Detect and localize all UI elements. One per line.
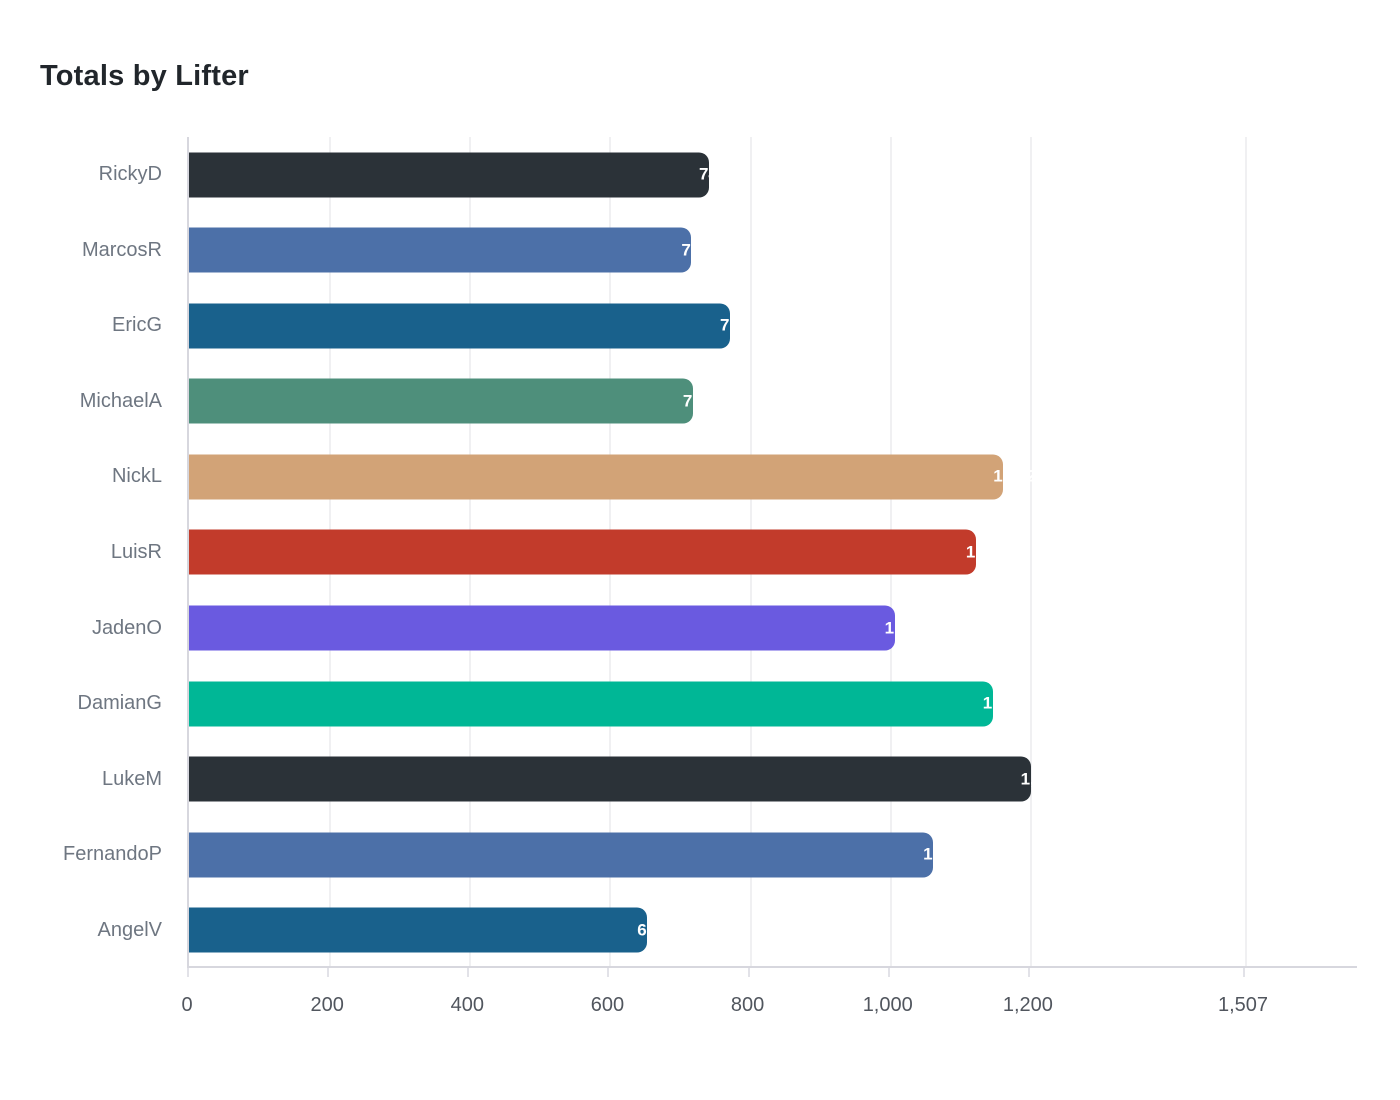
x-tick-label: 600 [590,994,625,1016]
bar-row: 1,007 [189,590,1357,666]
category-label-michaela: MichaelA [79,389,162,412]
bar-row: 654 [189,892,1357,968]
x-axis-tick-mark [1243,968,1245,977]
x-tick-label: 400 [450,994,484,1016]
category-label-lukem: LukeM [101,767,162,790]
bar-row: 1,147 [189,666,1357,742]
x-axis-tick-mark [187,968,189,977]
category-label-ericg: EricG [112,314,162,337]
bar-value-label: 1,123 [965,542,1009,562]
chart-title: Totals by Lifter [40,60,249,92]
bar-value-label: 719 [682,391,712,411]
x-axis-tick-mark [607,968,610,977]
category-label-damiang: DamianG [77,692,162,715]
category-label-marcosr: MarcosR [81,238,162,261]
bar-value-label: 772 [719,315,749,335]
x-axis-tick-mark [887,968,890,977]
bar-row: 719 [189,364,1357,440]
category-label-fernandop: FernandoP [63,843,162,866]
bar-value-label: 1,062 [923,844,966,864]
x-tick-label: 1,200 [1002,994,1053,1016]
bar-jadeno[interactable]: 1,007 [189,605,927,651]
bar-row: 1,123 [189,515,1357,591]
bar-nickl[interactable]: 1,162 [189,454,1036,500]
x-tick-label: 200 [310,994,344,1016]
plot-area: 742 717 772 719 1,162 1,123 1,007 1,147 1,201 1,0… [187,137,1357,968]
bar-marcosr[interactable]: 717 [189,227,710,273]
vertical-gridline [1245,137,1247,966]
bar-value-label: 654 [637,920,666,940]
x-axis-tick-mark [747,968,750,977]
bar-value-label: 1,162 [993,466,1036,486]
x-axis-tick-mark [327,968,330,977]
bar-michaela[interactable]: 719 [189,378,711,424]
bar-row: 772 [189,288,1357,364]
bar-rickyd[interactable]: 742 [189,152,727,198]
bar-fernandop[interactable]: 1,062 [189,832,966,878]
x-tick-label: 0 [181,994,193,1016]
bar-row: 742 [189,137,1357,213]
x-axis: 0 200 400 600 800 1,000 1,200 1,507 [181,968,1357,1028]
bar-row: 717 [189,213,1357,289]
bar-row: 1,201 [189,741,1357,817]
x-tick-label: 800 [730,994,765,1016]
bar-value-label: 717 [681,240,710,260]
vertical-gridline [1029,137,1032,966]
bar-row: 1,162 [189,439,1357,515]
bar-damiang[interactable]: 1,147 [189,681,1025,727]
category-label-angelv: AngelV [97,918,163,941]
bar-lukem[interactable]: 1,201 [189,756,1063,802]
bar-value-label: 742 [698,164,728,184]
x-tick-label: 1,507 [1217,994,1269,1016]
bar-value-label: 1,147 [982,693,1026,713]
y-axis-category-labels: RickyD MarcosR EricG MichaelA NickL LuisR Jade… [0,137,162,968]
bar-ericg[interactable]: 772 [189,303,748,349]
x-axis-tick-mark [467,968,470,977]
bar-value-label: 1,007 [884,618,928,638]
x-axis-tick-mark [1027,968,1030,977]
bar-value-label: 1,201 [1020,769,1064,789]
category-label-jadeno: JadenO [91,616,162,639]
bar-row: 1,062 [189,817,1357,893]
category-label-rickyd: RickyD [98,163,162,186]
category-label-nickl: NickL [111,465,162,488]
bar-luisr[interactable]: 1,123 [189,529,1008,575]
x-tick-label: 1,000 [862,994,913,1016]
bar-angelv[interactable]: 654 [189,907,666,953]
category-label-luisr: LuisR [110,540,162,563]
